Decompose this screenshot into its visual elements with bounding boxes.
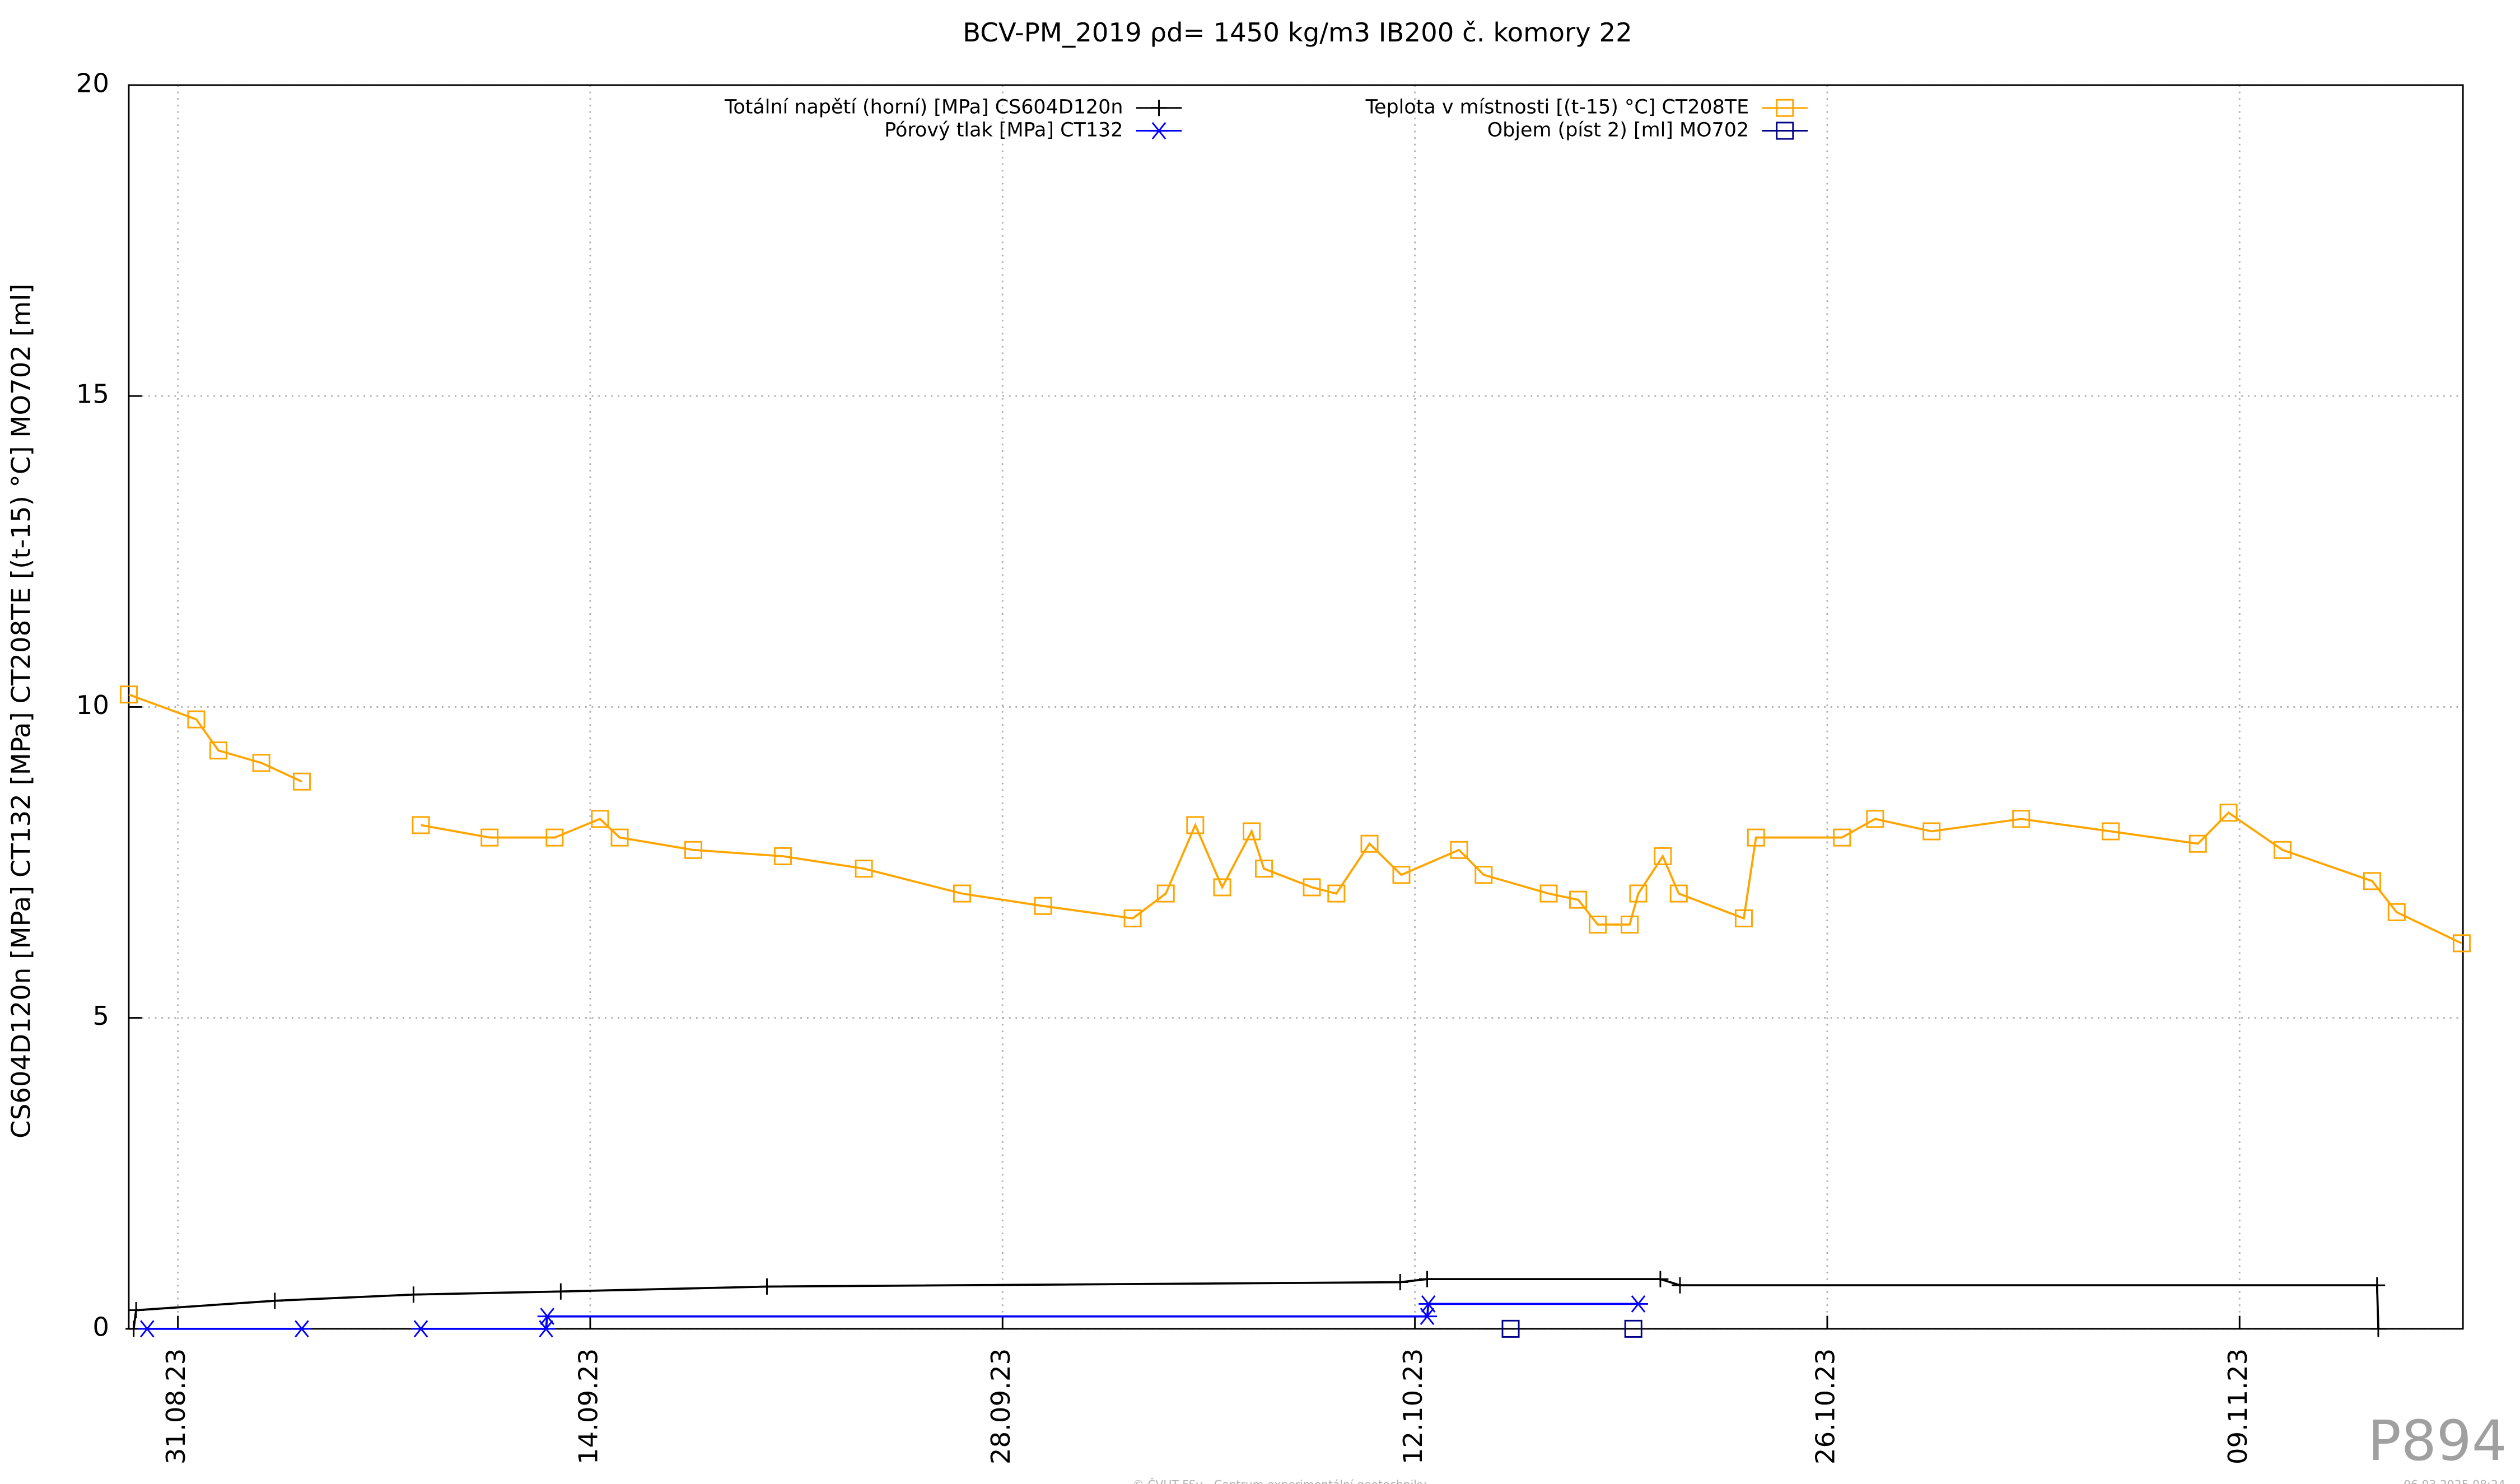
- marker: [1624, 1319, 1642, 1338]
- legend-label: Totální napětí (horní) [MPa] CS604D120n: [724, 96, 1123, 119]
- marker: [591, 810, 609, 828]
- marker: [187, 710, 206, 729]
- marker: [405, 1286, 422, 1303]
- watermark: P894: [2368, 1409, 2507, 1473]
- series-line: [147, 1303, 1639, 1330]
- marker: [758, 1278, 776, 1295]
- marker: [1629, 884, 1648, 903]
- legend-marker-shape: [1776, 99, 1794, 117]
- marker: [1327, 884, 1346, 903]
- marker: [1747, 828, 1765, 847]
- marker: [119, 685, 138, 704]
- marker: [137, 1320, 157, 1338]
- marker: [537, 1308, 557, 1326]
- marker: [2273, 841, 2292, 859]
- legend-marker-shape: [1776, 122, 1794, 140]
- y-tick-label: 5: [92, 1001, 109, 1031]
- marker: [1672, 1277, 1688, 1294]
- y-tick-label: 10: [76, 690, 109, 720]
- plot-frame: [128, 84, 2464, 1330]
- marker: [480, 828, 499, 847]
- marker: [1450, 841, 1468, 859]
- marker: [1628, 1295, 1648, 1313]
- marker: [2012, 810, 2031, 828]
- marker: [1360, 834, 1379, 853]
- marker: [1034, 897, 1052, 915]
- series-line: [132, 1278, 2379, 1329]
- marker: [1621, 916, 1639, 934]
- x-tick-label: 28.09.23: [986, 1348, 1016, 1464]
- marker: [1833, 828, 1851, 847]
- marker: [1652, 1271, 1669, 1287]
- marker: [267, 1292, 283, 1309]
- x-tick-label: 09.11.23: [2223, 1348, 2253, 1464]
- marker: [411, 1320, 431, 1338]
- marker: [1392, 866, 1411, 884]
- series-line: [128, 693, 2462, 945]
- chart-title: BCV-PM_2019 ρd= 1450 kg/m3 IB200 č. komo…: [963, 17, 1632, 48]
- y-axis-label: CS604D120n [MPa] CT132 [MPa] CT208TE [(t…: [6, 284, 36, 1138]
- legend-label: Objem (píst 2) [ml] MO702: [1487, 119, 1749, 141]
- marker: [1392, 1274, 1408, 1291]
- marker: [773, 847, 792, 865]
- marker: [684, 841, 703, 859]
- marker: [1539, 884, 1558, 903]
- marker: [855, 860, 873, 878]
- marker: [292, 1320, 312, 1338]
- marker: [292, 772, 311, 791]
- marker: [1255, 860, 1273, 878]
- marker: [2188, 834, 2207, 853]
- x-tick-label: 12.10.23: [1398, 1348, 1428, 1464]
- marker: [552, 1283, 569, 1300]
- y-tick-label: 0: [92, 1312, 109, 1342]
- marker: [2370, 1320, 2387, 1337]
- marker: [610, 828, 629, 847]
- marker: [1654, 847, 1672, 865]
- marker: [1589, 916, 1607, 934]
- marker: [1734, 909, 1753, 927]
- y-tick-label: 15: [76, 379, 109, 409]
- y-tick-label: 20: [76, 68, 109, 98]
- marker: [1243, 822, 1261, 841]
- marker: [545, 828, 564, 847]
- marker: [2369, 1277, 2386, 1294]
- marker: [1418, 1295, 1439, 1313]
- legend-label: Pórový tlak [MPa] CT132: [884, 119, 1123, 141]
- marker: [1303, 878, 1321, 897]
- marker: [1501, 1319, 1520, 1338]
- marker: [1156, 884, 1175, 903]
- marker: [1418, 1271, 1436, 1287]
- marker: [412, 816, 430, 834]
- legend-label: Teplota v místnosti [(t-15) °C] CT208TE: [1365, 96, 1749, 119]
- marker: [1186, 816, 1205, 834]
- marker: [2387, 903, 2406, 921]
- marker: [1922, 822, 1941, 841]
- marker: [1669, 884, 1688, 903]
- marker: [2452, 934, 2471, 953]
- legend-marker-shape: [1149, 122, 1169, 139]
- x-tick-label: 14.09.23: [573, 1348, 603, 1464]
- marker: [2219, 804, 2238, 822]
- marker: [1123, 909, 1142, 927]
- x-tick-label: 26.10.23: [1810, 1348, 1840, 1464]
- marker: [953, 884, 971, 903]
- x-tick-label: 31.08.23: [161, 1348, 191, 1464]
- footer: © ČVUT FSv - Centrum experimentální geot…: [1132, 1477, 1426, 1484]
- marker: [209, 741, 227, 760]
- marker: [252, 754, 270, 772]
- timestamp: 06.03.2025 08:24: [2404, 1478, 2505, 1484]
- marker: [1213, 878, 1231, 897]
- legend-marker-shape: [1150, 100, 1168, 116]
- marker: [1866, 810, 1884, 828]
- marker: [2102, 822, 2120, 841]
- marker: [1474, 866, 1493, 884]
- marker: [2363, 872, 2381, 890]
- marker: [128, 1301, 144, 1319]
- marker: [1569, 890, 1588, 909]
